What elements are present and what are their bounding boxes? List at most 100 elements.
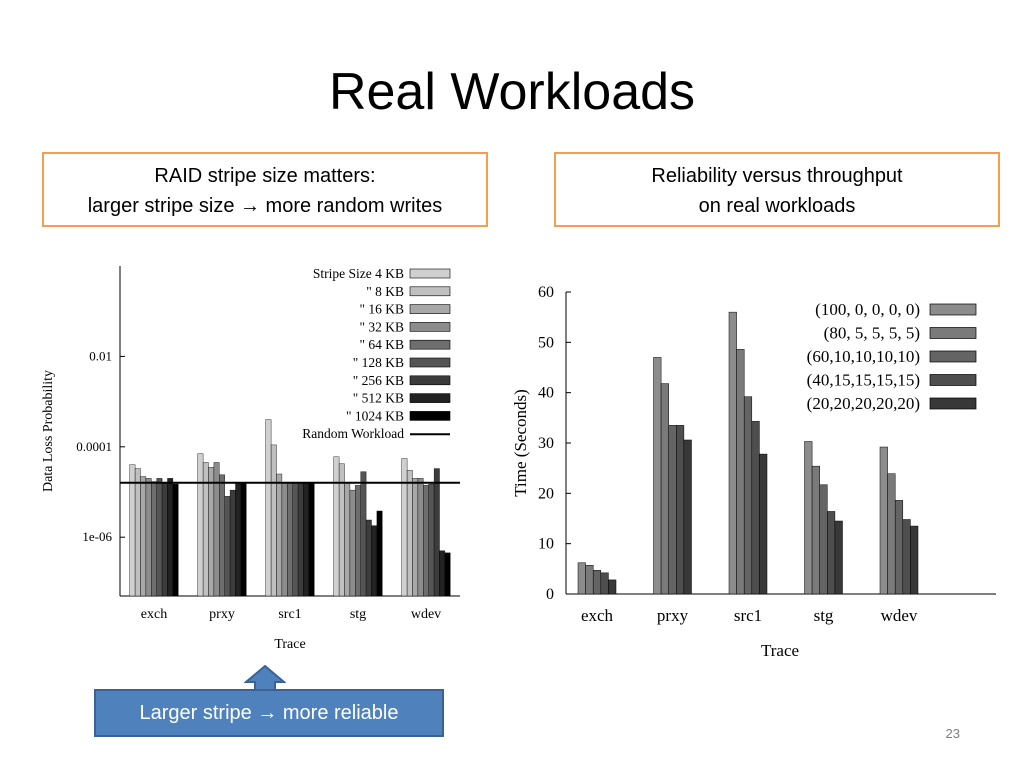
x-axis-label: Trace (274, 637, 305, 652)
legend-swatch (409, 268, 451, 279)
callout-reliability-line1: Reliability versus throughput (651, 165, 903, 187)
legend-swatch (409, 375, 451, 386)
legend-swatch (929, 397, 977, 410)
bar (365, 519, 372, 597)
x-tick-label: src1 (278, 607, 301, 622)
bar (235, 482, 242, 597)
bar (292, 482, 299, 597)
legend-swatch (929, 350, 977, 363)
legend-label: (40,15,15,15,15) (807, 371, 920, 390)
bar (902, 519, 911, 595)
bar (819, 484, 828, 595)
legend-swatch (409, 304, 451, 314)
bar (683, 439, 692, 595)
legend-swatch (409, 393, 451, 403)
bar (333, 456, 340, 597)
bar (811, 465, 820, 595)
y-tick-label: 1e-06 (82, 529, 112, 544)
bar (433, 468, 440, 597)
x-tick-label: stg (814, 606, 834, 625)
x-tick-label: exch (581, 606, 614, 625)
legend-label: " 64 KB (359, 337, 404, 352)
y-tick-label: 0.0001 (76, 439, 112, 454)
y-axis-label: Time (Seconds) (511, 389, 530, 497)
legend-label: " 512 KB (353, 391, 404, 406)
bar (371, 525, 378, 597)
bar (219, 474, 225, 597)
y-tick-label: 0.01 (89, 348, 112, 363)
bar (129, 464, 136, 597)
legend-label: " 8 KB (366, 284, 404, 299)
bar (303, 482, 310, 597)
bar (406, 470, 413, 597)
bar (879, 446, 888, 595)
bar (894, 500, 904, 595)
bar (172, 483, 179, 597)
legend-label: " 16 KB (359, 302, 404, 317)
bar (281, 482, 288, 597)
legend-swatch (409, 286, 451, 297)
bar (676, 425, 685, 595)
x-tick-label: prxy (657, 606, 689, 625)
legend-swatch (929, 374, 977, 386)
slide-title: Real Workloads (328, 63, 696, 121)
legend-swatch (929, 303, 977, 316)
y-tick-label: 50 (538, 334, 554, 351)
bar (156, 478, 163, 597)
bar (229, 489, 236, 597)
x-tick-label: exch (141, 607, 167, 622)
bar (355, 485, 361, 597)
bar (592, 570, 602, 595)
y-axis-label: Data Loss Probability (41, 370, 56, 492)
legend-label: " 32 KB (359, 319, 404, 334)
callout-reliability-line2: on real workloads (698, 195, 856, 217)
bar (360, 471, 367, 597)
bar (827, 511, 836, 595)
bar (197, 453, 204, 597)
bar (668, 425, 677, 595)
bar (910, 525, 919, 595)
bar (145, 478, 152, 597)
legend-label: (80, 5, 5, 5, 5) (824, 324, 920, 343)
bar (161, 482, 168, 597)
bar (887, 473, 896, 595)
bar (208, 467, 215, 597)
bar (151, 481, 157, 597)
bar (751, 421, 760, 595)
bar (240, 482, 247, 597)
bar (736, 349, 745, 595)
bar (376, 510, 383, 597)
legend-swatch (409, 357, 451, 368)
bar (401, 458, 408, 597)
legend-label: (100, 0, 0, 0, 0) (815, 300, 920, 319)
bar (728, 311, 737, 595)
legend-label: " 1024 KB (346, 408, 404, 423)
y-tick-label: 0 (546, 586, 554, 603)
bar (349, 489, 356, 597)
legend-label: (20,20,20,20,20) (807, 394, 920, 413)
legend-label: (60,10,10,10,10) (807, 347, 920, 366)
bar (297, 482, 304, 597)
larger-stripe-box: Larger stripe → more reliable (94, 689, 444, 737)
y-tick-label: 30 (538, 435, 554, 452)
bar (585, 565, 594, 595)
legend-swatch (409, 322, 451, 332)
bar (834, 520, 843, 595)
page-number: 23 (945, 726, 960, 741)
bar (412, 478, 419, 597)
bar (653, 357, 662, 595)
bar (423, 485, 429, 597)
bar (759, 453, 768, 595)
x-tick-label: src1 (734, 606, 762, 625)
bar (444, 552, 451, 597)
x-axis-label: Trace (761, 641, 799, 660)
bar (344, 482, 351, 597)
throughput-chart: 0 10 20 30 40 50 60 exch prxy src1 stg wdev Trace Tim… (511, 284, 996, 660)
up-arrow-icon (244, 664, 286, 692)
x-tick-label: prxy (209, 607, 235, 622)
callout-stripe-line2: larger stripe size → more random writes (87, 195, 443, 217)
bar (439, 550, 446, 597)
legend-swatch (409, 411, 451, 421)
bar (224, 496, 231, 597)
legend-swatch (929, 327, 977, 339)
